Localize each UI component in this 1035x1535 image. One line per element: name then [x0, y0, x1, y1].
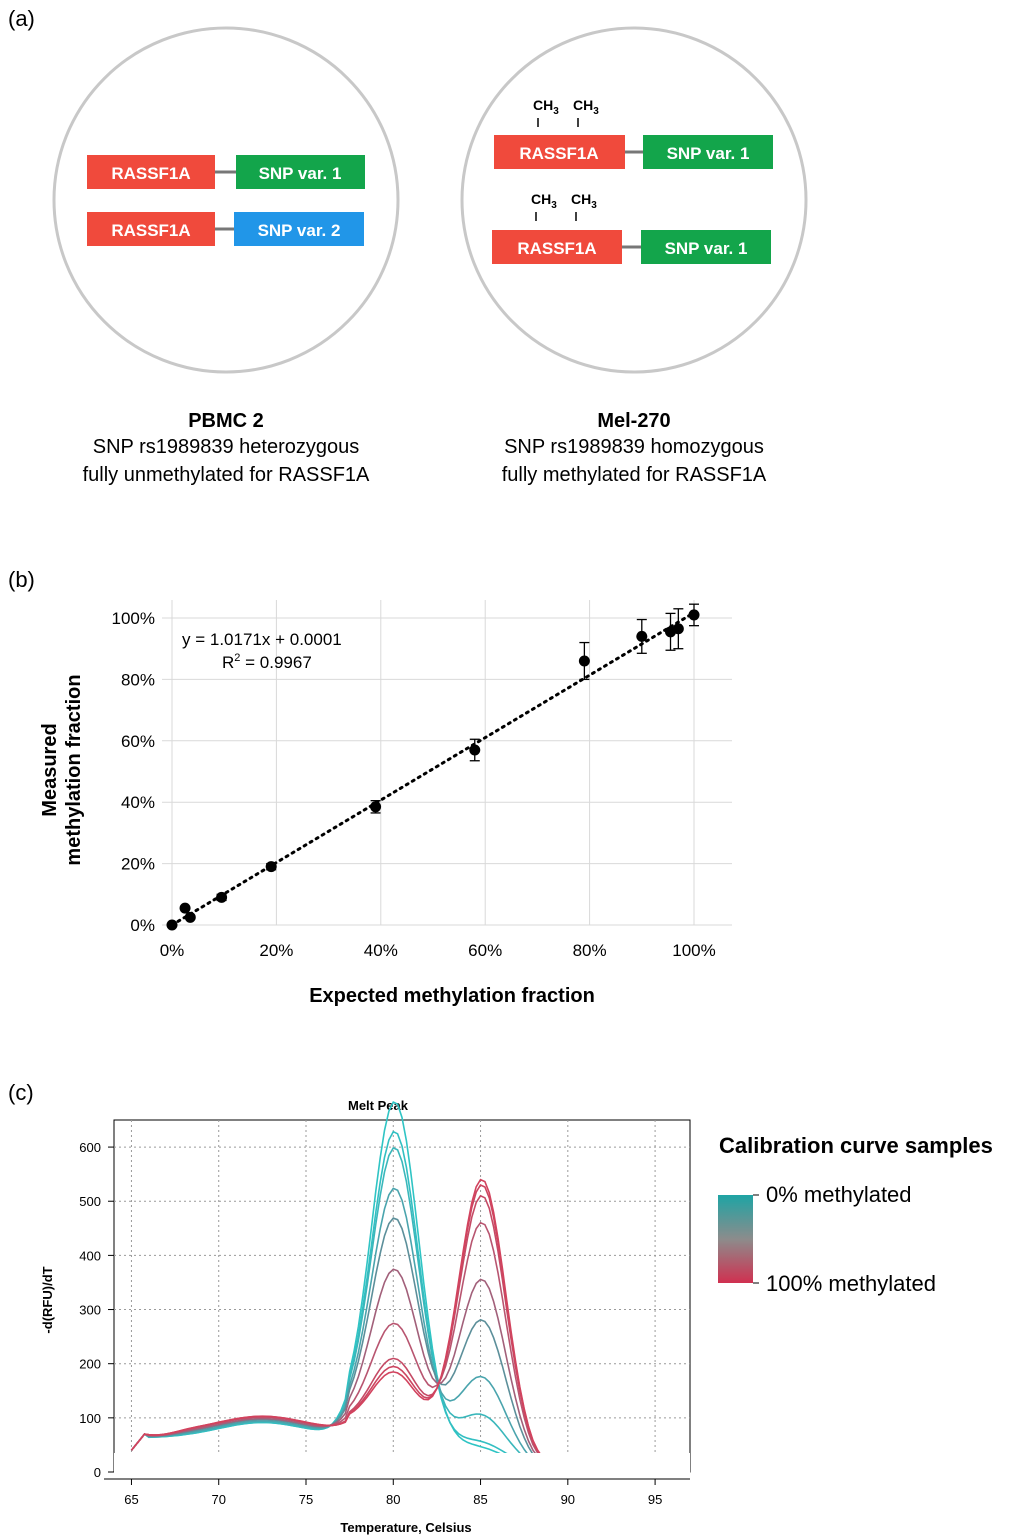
data-point	[370, 801, 382, 813]
data-point	[265, 861, 277, 873]
x-tick-label: 80%	[573, 941, 607, 960]
y-tick-label: 200	[79, 1357, 101, 1372]
panel-a-diagram: RASSF1A SNP var. 1 RASSF1A SNP var. 2 CH…	[52, 26, 808, 374]
data-point	[184, 911, 196, 923]
r-squared: R2 = 0.9967	[222, 652, 312, 672]
rassf1a-label: RASSF1A	[111, 221, 190, 240]
pbmc-caption-title: PBMC 2	[188, 410, 264, 432]
pbmc-row-1: RASSF1A SNP var. 1	[87, 155, 365, 189]
snp-box	[641, 230, 771, 264]
y-tick-label: 100	[79, 1411, 101, 1426]
snp-label: SNP var. 1	[259, 164, 342, 183]
y-tick-label: 500	[79, 1194, 101, 1209]
snp-label: SNP var. 2	[258, 221, 341, 240]
rassf1a-box	[87, 212, 215, 246]
rassf1a-box	[492, 230, 622, 264]
y-axis-label-line1: Measured	[39, 723, 61, 816]
y-tick-label: 60%	[121, 732, 155, 751]
rassf1a-label: RASSF1A	[111, 164, 190, 183]
mel-row-1: CH3 CH3 RASSF1A SNP var. 1	[494, 97, 773, 169]
snp-label: SNP var. 1	[667, 144, 750, 163]
panel-b-label: (b)	[8, 567, 35, 592]
snp-box	[236, 155, 365, 189]
x-tick-label: 60%	[468, 941, 502, 960]
data-point	[179, 902, 191, 914]
methyl-group-label: CH3	[573, 97, 599, 117]
y-tick-label: 600	[79, 1140, 101, 1155]
x-tick-label: 95	[648, 1492, 662, 1507]
panel-a-label: (a)	[8, 6, 35, 31]
data-point	[688, 609, 700, 621]
y-tick-label: 0	[94, 1465, 101, 1480]
x-tick-label: 40%	[364, 941, 398, 960]
x-tick-label: 70	[211, 1492, 225, 1507]
grid	[162, 600, 732, 926]
rassf1a-label: RASSF1A	[519, 144, 598, 163]
pbmc-caption-line1: SNP rs1989839 heterozygous	[92, 436, 360, 458]
mel-caption-line2: fully methylated for RASSF1A	[501, 464, 767, 486]
mel-caption-line1: SNP rs1989839 homozygous	[504, 436, 764, 458]
pbmc-circle	[52, 26, 400, 374]
mel-row-2: CH3 CH3 RASSF1A SNP var. 1	[492, 191, 771, 264]
snp-box	[643, 135, 773, 169]
melt-peak-chart: Melt Peak 65 70 75 80 85 90 950100200300400500…	[40, 1098, 993, 1535]
plot-area	[113, 1119, 691, 1473]
x-tick-label: 80	[386, 1492, 400, 1507]
methyl-group-label: CH3	[533, 97, 559, 117]
y-tick-label: 100%	[112, 609, 155, 628]
y-tick-label: 400	[79, 1248, 101, 1263]
methyl-group-label: CH3	[571, 191, 597, 211]
axis-break-mask	[114, 1453, 690, 1479]
x-tick-label: 100%	[672, 941, 715, 960]
mel-caption-title: Mel-270	[597, 410, 671, 432]
y-tick-label: 300	[79, 1303, 101, 1318]
x-tick-label: 20%	[259, 941, 293, 960]
y-axis-label: -d(RFU)/dT	[40, 1266, 55, 1333]
snp-label: SNP var. 1	[665, 239, 748, 258]
legend-title: Calibration curve samples	[719, 1133, 993, 1158]
legend-bottom-label: 100% methylated	[766, 1271, 936, 1296]
mel-circle	[460, 26, 808, 374]
rassf1a-label: RASSF1A	[517, 239, 596, 258]
x-axis-label: Temperature, Celsius	[340, 1520, 471, 1535]
pbmc-caption-line2: fully unmethylated for RASSF1A	[82, 464, 370, 486]
data-point	[636, 630, 648, 642]
rassf1a-box	[494, 135, 625, 169]
y-tick-label: 80%	[121, 670, 155, 689]
tick-labels: 0% 0% 20% 20% 40% 40% 60% 60% 80% 80% 100% 100%	[112, 609, 716, 960]
regression-equation: y = 1.0171x + 0.0001	[182, 630, 342, 649]
methyl-group-label: CH3	[531, 191, 557, 211]
y-tick-label: 0%	[130, 916, 155, 935]
x-tick-label: 0%	[160, 941, 185, 960]
y-axis-label-line2: methylation fraction	[63, 674, 85, 865]
data-point	[216, 891, 228, 903]
data-point	[469, 744, 481, 756]
data-points	[166, 603, 700, 931]
rassf1a-box	[87, 155, 215, 189]
data-point	[672, 623, 684, 635]
x-tick-label: 85	[473, 1492, 487, 1507]
data-point	[166, 919, 178, 931]
data-point	[578, 655, 590, 667]
methylation-scatter-chart: 0% 0% 20% 20% 40% 40% 60% 60% 80% 80% 100% 100% y =…	[39, 600, 732, 1007]
legend-top-label: 0% methylated	[766, 1182, 912, 1207]
x-tick-label: 90	[561, 1492, 575, 1507]
tick-labels: 65 70 75 80 85 90 95 0 100 200 300 400 500 600	[79, 1140, 662, 1507]
snp-box	[234, 212, 364, 246]
x-tick-label: 65	[124, 1492, 138, 1507]
pbmc-row-2: RASSF1A SNP var. 2	[87, 212, 364, 246]
x-axis-label: Expected methylation fraction	[309, 985, 595, 1007]
y-tick-label: 20%	[121, 855, 155, 874]
x-tick-label: 75	[299, 1492, 313, 1507]
legend-gradient	[718, 1195, 753, 1283]
trend-line	[170, 611, 696, 927]
grid	[114, 1120, 690, 1473]
panel-c-label: (c)	[8, 1080, 34, 1105]
y-tick-label: 40%	[121, 793, 155, 812]
